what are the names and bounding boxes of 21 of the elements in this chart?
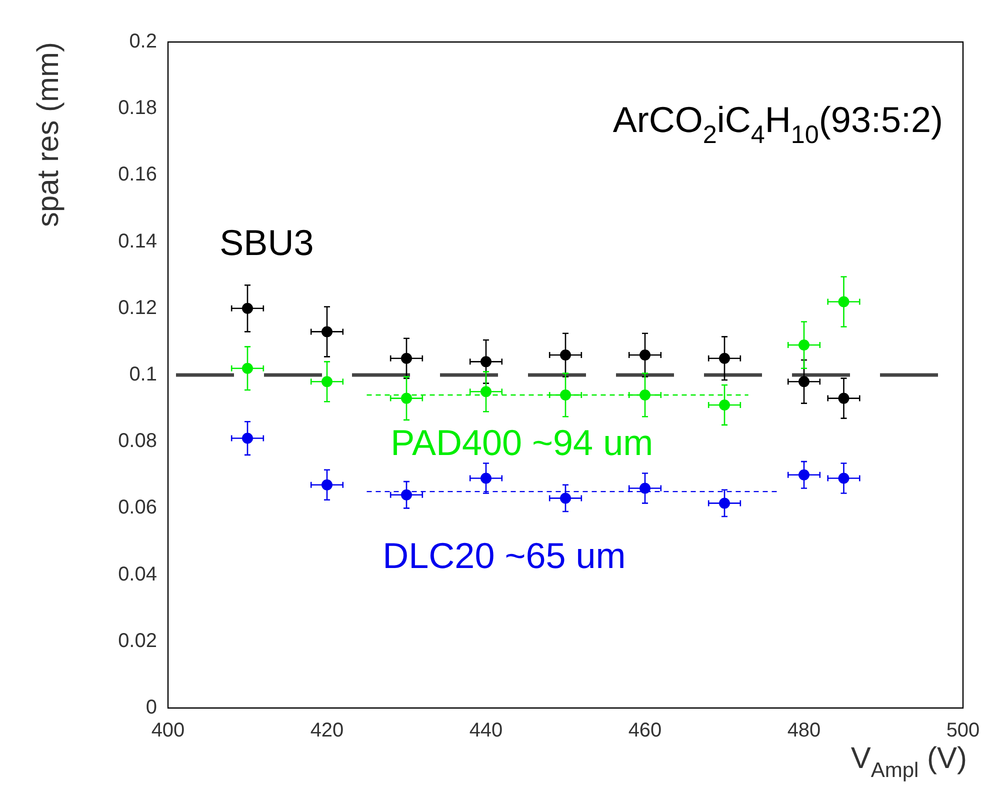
series-label: DLC20 ~65 um [382, 535, 626, 576]
y-tick-label: 0.14 [118, 230, 157, 252]
series-label: PAD400 ~94 um [390, 422, 654, 463]
y-tick-label: 0.12 [118, 296, 157, 319]
y-tick-label: 0.16 [118, 164, 157, 186]
x-tick-label: 500 [946, 720, 980, 742]
y-tick-label: 0 [146, 696, 157, 719]
y-tick-label: 0.18 [118, 97, 157, 120]
x-tick-label: 420 [310, 720, 344, 742]
x-tick-label: 480 [787, 720, 821, 742]
y-tick-label: 0.06 [118, 496, 157, 519]
y-tick-label: 0.04 [118, 563, 157, 586]
series-label: SBU3 [220, 222, 314, 264]
y-axis-title: spat res (mm) [32, 42, 65, 228]
y-tick-label: 0.08 [118, 430, 157, 452]
y-tick-label: 0.02 [118, 630, 157, 652]
y-tick-label: 0.1 [129, 364, 157, 386]
x-tick-label: 440 [469, 720, 503, 742]
x-tick-label: 460 [628, 720, 662, 742]
y-tick-label: 0.2 [129, 30, 157, 53]
x-tick-label: 400 [151, 720, 185, 742]
